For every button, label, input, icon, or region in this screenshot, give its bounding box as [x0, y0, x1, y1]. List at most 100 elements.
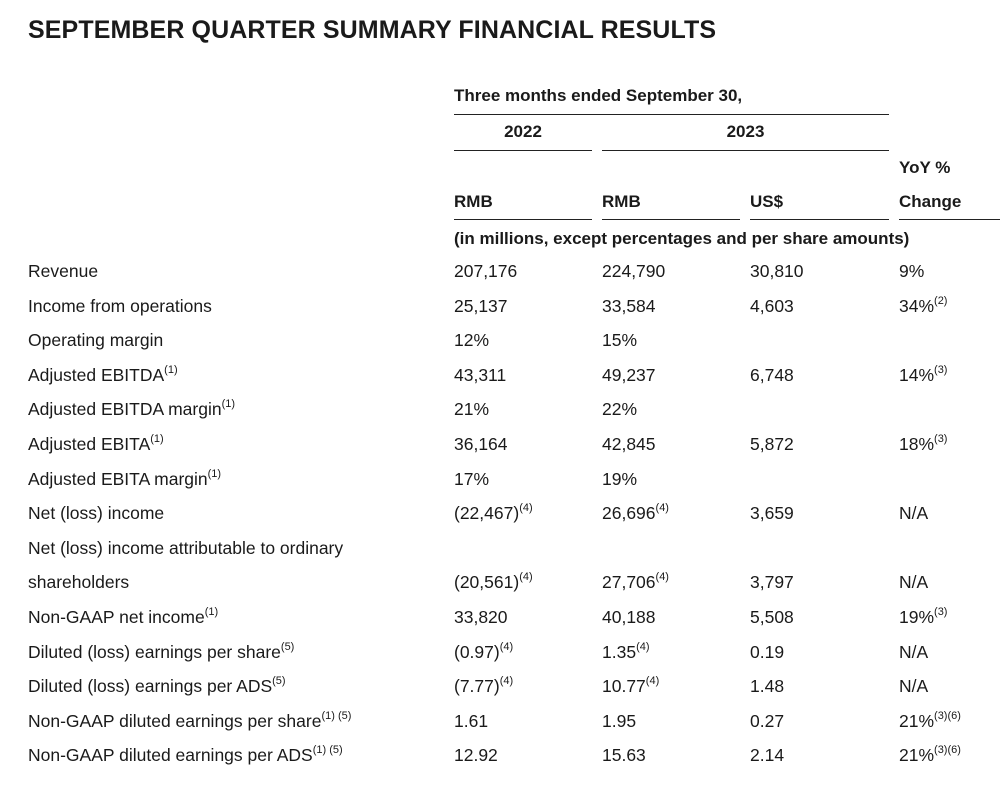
footnote-ref: (3) [934, 364, 948, 377]
footnote-ref: (1) [204, 606, 219, 619]
footnote-ref: (1) [221, 398, 236, 411]
cell-2022-rmb-text: 43,311 [454, 365, 507, 385]
period-header: Three months ended September 30, [454, 86, 743, 105]
row-label: shareholders [28, 572, 129, 593]
cell-yoy-change-text: N/A [899, 642, 929, 662]
row-label-text: Non-GAAP net income [28, 607, 205, 627]
cell-2023-rmb-text: 26,696 [602, 503, 656, 523]
cell-2022-rmb: 43,311 [454, 365, 506, 386]
row-label-text: Non-GAAP diluted earnings per ADS [28, 745, 313, 765]
cell-2023-rmb-text: 224,790 [602, 261, 666, 281]
year-2023-header: 2023 [726, 122, 765, 141]
cell-2023-rmb-text: 1.95 [602, 711, 637, 731]
footnote-ref: (4) [655, 502, 669, 515]
cell-2023-rmb: 42,845 [602, 434, 656, 455]
cell-2022-rmb-text: 1.61 [454, 711, 489, 731]
row-label-text: Adjusted EBITA margin [28, 469, 208, 489]
row-label: Non-GAAP diluted earnings per share(1) (… [28, 711, 351, 732]
cell-2023-rmb: 15.63 [602, 745, 646, 766]
cell-2023-rmb-text: 22% [602, 399, 638, 419]
row-label-text: Adjusted EBITDA [28, 365, 165, 385]
cell-2023-rmb-text: 40,188 [602, 607, 656, 627]
cell-yoy-change-text: 19% [899, 607, 935, 627]
currency-usd-2023: US$ [750, 192, 784, 211]
units-note: (in millions, except percentages and per… [454, 229, 910, 248]
currency-rule-1 [454, 219, 592, 220]
footnote-ref: (3) [934, 433, 948, 446]
cell-2023-usd: 5,872 [750, 434, 794, 455]
row-label: Non-GAAP diluted earnings per ADS(1) (5) [28, 745, 343, 766]
cell-2023-usd-text: 3,797 [750, 572, 794, 592]
row-label: Operating margin [28, 330, 163, 351]
cell-2022-rmb: 17% [454, 469, 489, 490]
cell-2022-rmb-text: (20,561) [454, 572, 520, 592]
row-label: Income from operations [28, 296, 212, 317]
currency-rule-2 [602, 219, 740, 220]
cell-2022-rmb: (0.97)(4) [454, 642, 513, 663]
row-label-text: Diluted (loss) earnings per ADS [28, 676, 273, 696]
currency-rule-3 [750, 219, 889, 220]
cell-2023-usd-text: 1.48 [750, 676, 785, 696]
cell-yoy-change: N/A [899, 572, 928, 593]
cell-2023-usd: 5,508 [750, 607, 794, 628]
cell-2023-usd: 2.14 [750, 745, 784, 766]
cell-2022-rmb-text: 207,176 [454, 261, 518, 281]
cell-yoy-change-text: 21% [899, 745, 935, 765]
row-label: Adjusted EBITA(1) [28, 434, 164, 455]
page-title: SEPTEMBER QUARTER SUMMARY FINANCIAL RESU… [28, 16, 717, 44]
cell-2023-rmb-text: 49,237 [602, 365, 656, 385]
cell-yoy-change-text: N/A [899, 503, 929, 523]
currency-rule-4 [899, 219, 1000, 220]
row-label: Net (loss) income [28, 503, 164, 524]
row-label: Non-GAAP net income(1) [28, 607, 218, 628]
cell-yoy-change-text: 21% [899, 711, 935, 731]
cell-yoy-change-text: 14% [899, 365, 935, 385]
cell-2023-rmb-text: 42,845 [602, 434, 656, 454]
cell-2023-usd: 3,659 [750, 503, 794, 524]
cell-yoy-change: 19%(3) [899, 607, 947, 628]
cell-2023-usd-text: 0.27 [750, 711, 785, 731]
footnote-ref: (3)(6) [934, 744, 961, 757]
cell-2023-rmb: 1.95 [602, 711, 636, 732]
cell-2022-rmb-text: (7.77) [454, 676, 500, 696]
cell-2022-rmb: 1.61 [454, 711, 488, 732]
cell-2023-rmb: 40,188 [602, 607, 656, 628]
footnote-ref: (4) [519, 571, 533, 584]
row-label-text: Net (loss) income attributable to ordina… [28, 538, 344, 558]
cell-2023-usd: 6,748 [750, 365, 794, 386]
cell-2023-rmb: 49,237 [602, 365, 656, 386]
cell-yoy-change: 9% [899, 261, 924, 282]
cell-2023-rmb-text: 19% [602, 469, 638, 489]
cell-2023-usd-text: 3,659 [750, 503, 794, 523]
cell-2023-rmb-text: 15% [602, 330, 638, 350]
row-label-text: Non-GAAP diluted earnings per share [28, 711, 322, 731]
cell-2023-rmb-text: 33,584 [602, 296, 656, 316]
footnote-ref: (4) [519, 502, 533, 515]
cell-2023-usd: 0.19 [750, 642, 784, 663]
cell-2022-rmb: 207,176 [454, 261, 517, 282]
footnote-ref: (1) [207, 468, 222, 481]
row-label: Diluted (loss) earnings per ADS(5) [28, 676, 286, 697]
cell-yoy-change: 34%(2) [899, 296, 947, 317]
cell-2023-usd-text: 30,810 [750, 261, 804, 281]
cell-2023-usd: 1.48 [750, 676, 784, 697]
footnote-ref: (3) [934, 606, 948, 619]
cell-yoy-change-text: 18% [899, 434, 935, 454]
cell-yoy-change-text: 34% [899, 296, 935, 316]
row-label: Adjusted EBITDA(1) [28, 365, 178, 386]
row-label-text: Diluted (loss) earnings per share [28, 642, 281, 662]
cell-yoy-change-text: N/A [899, 676, 929, 696]
year-2023-rule [602, 150, 889, 151]
row-label-text: Revenue [28, 261, 99, 281]
cell-2023-usd: 4,603 [750, 296, 794, 317]
cell-yoy-change: N/A [899, 642, 928, 663]
cell-yoy-change: 21%(3)(6) [899, 745, 961, 766]
period-rule [454, 114, 889, 115]
cell-yoy-change: 21%(3)(6) [899, 711, 961, 732]
cell-2023-rmb: 1.35(4) [602, 642, 650, 663]
yoy-header-line2: Change [899, 192, 962, 211]
cell-yoy-change: 18%(3) [899, 434, 947, 455]
cell-2023-rmb: 26,696(4) [602, 503, 669, 524]
yoy-header-line1: YoY % [899, 158, 951, 177]
cell-yoy-change: N/A [899, 676, 928, 697]
